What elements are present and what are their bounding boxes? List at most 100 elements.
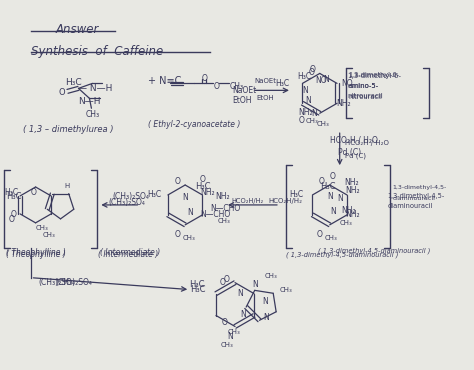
Text: HCO₂H / H₂O: HCO₂H / H₂O	[345, 140, 389, 146]
Text: N: N	[311, 109, 317, 118]
Text: CH₃: CH₃	[36, 225, 48, 231]
Text: N: N	[263, 313, 269, 322]
Text: O: O	[224, 275, 230, 284]
Text: Pd (C): Pd (C)	[345, 152, 365, 159]
Text: ( 1,3-dimethyl-4,5-diaminouracil ): ( 1,3-dimethyl-4,5-diaminouracil )	[286, 252, 398, 258]
Text: N: N	[182, 193, 188, 202]
Text: amino-5-: amino-5-	[349, 83, 379, 90]
Text: H₃C: H₃C	[190, 285, 206, 294]
Text: N—CHO: N—CHO	[200, 210, 230, 219]
Text: H₃C: H₃C	[195, 182, 210, 191]
Text: nitrouracil: nitrouracil	[347, 93, 383, 100]
Text: H₃C: H₃C	[297, 73, 311, 81]
Text: N: N	[252, 280, 258, 289]
Text: CH₃: CH₃	[317, 121, 329, 127]
Text: CH₃: CH₃	[265, 273, 278, 279]
Text: (CH₃)₂SO₄: (CH₃)₂SO₄	[55, 278, 92, 287]
Text: ( 1,3 – dimethylurea ): ( 1,3 – dimethylurea )	[23, 125, 113, 134]
Text: O: O	[9, 215, 15, 224]
Text: NH₂: NH₂	[342, 206, 356, 215]
Text: EtOH: EtOH	[232, 96, 252, 105]
Text: (CH₃)₂SO₄: (CH₃)₂SO₄	[109, 198, 145, 207]
Text: N: N	[330, 207, 336, 216]
Text: O: O	[319, 177, 325, 186]
Text: diaminouracil: diaminouracil	[392, 196, 436, 201]
Text: H₃C: H₃C	[276, 79, 290, 88]
Text: H₃C: H₃C	[290, 191, 304, 199]
Text: CH₃: CH₃	[306, 118, 319, 124]
Text: O: O	[11, 210, 17, 219]
Text: NH₂: NH₂	[346, 210, 360, 219]
Text: H₃C: H₃C	[190, 280, 205, 289]
Text: + N≡C: + N≡C	[148, 77, 182, 87]
Text: N: N	[227, 332, 233, 342]
Text: diaminouracil: diaminouracil	[388, 203, 433, 209]
Text: ( Ethyl-2-cyanoacetate ): ( Ethyl-2-cyanoacetate )	[148, 120, 241, 129]
Text: O: O	[220, 278, 226, 287]
Text: nitrouracil: nitrouracil	[349, 94, 383, 100]
Text: HCO₂H / H₂O: HCO₂H / H₂O	[330, 135, 378, 144]
Text: N—H: N—H	[79, 97, 101, 106]
Text: Answer: Answer	[55, 23, 99, 36]
Text: 1,3-dimethyl-4,5-: 1,3-dimethyl-4,5-	[392, 185, 447, 190]
Text: (CH₃)₂SO₄: (CH₃)₂SO₄	[38, 278, 75, 287]
Text: ( Intermediate ): ( Intermediate )	[99, 250, 159, 259]
Text: NaOEt: NaOEt	[232, 86, 256, 95]
Text: CH₃: CH₃	[43, 232, 55, 238]
Text: NH₂: NH₂	[200, 188, 215, 198]
Text: H₃C: H₃C	[320, 182, 335, 191]
Text: NO: NO	[342, 79, 353, 88]
Text: O: O	[200, 175, 206, 184]
Text: (CH₃)₂SO₄: (CH₃)₂SO₄	[112, 192, 149, 201]
Text: N: N	[323, 75, 328, 84]
Text: O: O	[310, 65, 316, 74]
Text: O: O	[58, 88, 65, 97]
Text: N: N	[240, 310, 246, 319]
Text: N: N	[187, 208, 193, 217]
Text: O: O	[317, 230, 323, 239]
Text: HCO₂H/H₂: HCO₂H/H₂	[232, 198, 264, 204]
Text: N: N	[237, 289, 243, 297]
Text: O: O	[174, 177, 180, 186]
Text: H₃C: H₃C	[147, 191, 161, 199]
Text: NH₂: NH₂	[337, 99, 351, 108]
Text: H₃C: H₃C	[6, 192, 21, 201]
Text: ( Intermediate ): ( Intermediate )	[100, 248, 161, 257]
Text: Synthesis  of  Caffeine: Synthesis of Caffeine	[31, 44, 163, 57]
Text: N: N	[262, 297, 268, 306]
Text: Pd (C): Pd (C)	[337, 148, 361, 157]
Text: NaOEt: NaOEt	[254, 78, 276, 84]
Text: NH₂: NH₂	[346, 186, 360, 195]
Text: CH₃: CH₃	[85, 110, 100, 119]
Text: H₃C: H₃C	[5, 188, 19, 197]
Text: O: O	[299, 116, 305, 125]
Text: EtOH: EtOH	[256, 95, 274, 101]
Text: N: N	[305, 96, 310, 105]
Text: ( Theophylline ): ( Theophylline )	[6, 250, 65, 259]
Text: CH₃: CH₃	[230, 83, 244, 91]
Text: CH₃: CH₃	[221, 342, 233, 349]
Text: H₃C: H₃C	[65, 78, 82, 87]
Text: N—CHO: N—CHO	[210, 204, 240, 213]
Text: CH₃: CH₃	[218, 218, 231, 224]
Text: NH₂: NH₂	[215, 192, 230, 201]
Text: 1,3-dimethyl-6-: 1,3-dimethyl-6-	[349, 73, 400, 78]
Text: HCO₂H/H₂: HCO₂H/H₂	[268, 198, 302, 204]
Text: ( 1,3-dimethyl-4,5-diaminouracil ): ( 1,3-dimethyl-4,5-diaminouracil )	[318, 248, 430, 254]
Text: CH₃: CH₃	[280, 287, 292, 293]
Text: NH₂: NH₂	[298, 108, 312, 117]
Text: CH₃: CH₃	[325, 235, 337, 241]
Text: 1,3-dimethyl-4,5-: 1,3-dimethyl-4,5-	[388, 193, 445, 199]
Text: H: H	[64, 183, 70, 189]
Text: O: O	[174, 230, 180, 239]
Text: NO: NO	[315, 77, 327, 85]
Text: 1,3-dimethyl-6-: 1,3-dimethyl-6-	[347, 73, 401, 80]
Text: O: O	[330, 172, 336, 181]
Text: CH₃: CH₃	[228, 329, 241, 336]
Text: O: O	[31, 188, 36, 197]
Text: N: N	[327, 192, 333, 201]
Text: ( Theophylline ): ( Theophylline )	[6, 248, 65, 257]
Text: — N—H: — N—H	[79, 84, 113, 93]
Text: CH₃: CH₃	[340, 220, 353, 226]
Text: CH₃: CH₃	[182, 235, 195, 241]
